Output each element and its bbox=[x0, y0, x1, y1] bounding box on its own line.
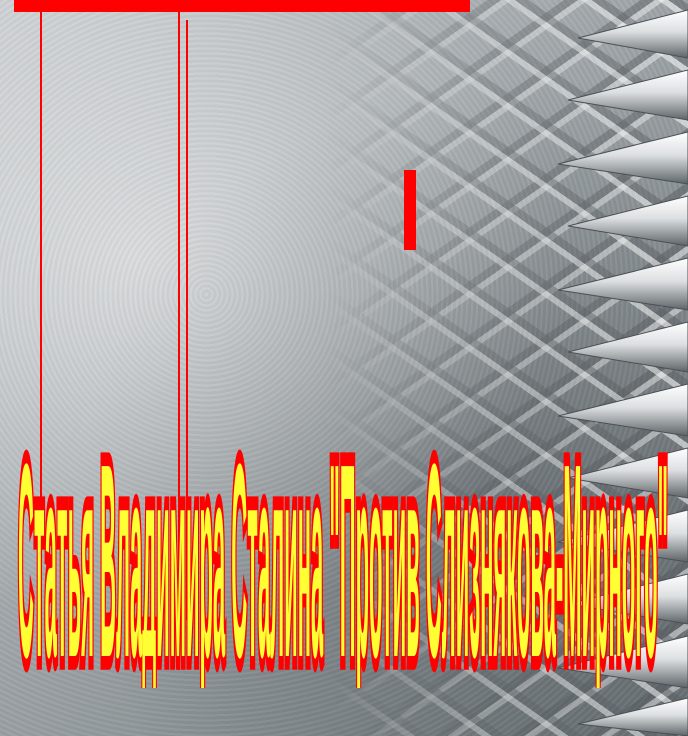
slide-title: Статья Владимира Сталина "Против Слизняк… bbox=[18, 407, 668, 688]
spike-icon bbox=[557, 9, 688, 736]
accent-line bbox=[404, 170, 416, 250]
accent-line bbox=[186, 20, 188, 620]
top-accent-bar bbox=[14, 0, 470, 12]
accent-line bbox=[40, 10, 42, 660]
accent-line bbox=[178, 10, 180, 670]
slide-title-block: Статья Владимира Сталина "Против Слизняк… bbox=[16, 168, 672, 688]
